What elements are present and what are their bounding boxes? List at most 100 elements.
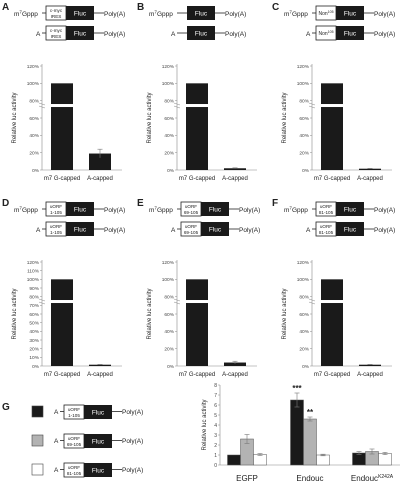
panel-letter: C — [272, 2, 279, 13]
y-tick-label: 0% — [32, 364, 40, 370]
bar — [224, 168, 246, 170]
fluc-box — [336, 202, 364, 216]
legend-cap: A — [54, 438, 59, 445]
utr-box-label: uORF — [185, 204, 197, 209]
utr-box-label: Non105 — [318, 10, 333, 17]
fluc-label: Fluc — [92, 439, 105, 446]
y-tick-label: 80% — [164, 294, 174, 300]
x-tick-label: m7 G-capped — [314, 176, 350, 182]
y-tick-label: 0% — [32, 168, 40, 174]
utr-box-label: uORF — [68, 436, 80, 441]
y-tick-label: 0% — [167, 168, 175, 174]
y-tick-label: 90% — [29, 286, 39, 292]
y-tick-label: 80% — [29, 294, 39, 300]
polya-label: Poly(A) — [104, 207, 125, 214]
y-tick-label: 60% — [29, 312, 39, 318]
y-tick-label: 6 — [214, 403, 217, 409]
bar — [290, 399, 304, 466]
y-axis-label: Relative luc activity — [282, 288, 288, 339]
utr-box-label: c-myc — [50, 28, 63, 33]
y-tick-label: 40% — [299, 133, 309, 139]
fluc-box — [66, 26, 94, 40]
y-tick-label: 40% — [29, 329, 39, 335]
axis-break-mark — [308, 298, 316, 302]
y-tick-label: 120% — [297, 260, 310, 266]
fluc-box — [201, 202, 229, 216]
y-tick-label: 80% — [299, 98, 309, 104]
x-tick-label: A-capped — [357, 372, 383, 378]
fluc-box — [66, 6, 94, 20]
axis-break — [318, 104, 346, 108]
y-tick-label: 20% — [299, 346, 309, 352]
a-cap-label: A — [306, 227, 311, 234]
y-tick-label: 100% — [297, 81, 310, 87]
legend-swatch — [31, 463, 44, 476]
legend-cap: A — [54, 467, 59, 474]
x-tick-label: A-capped — [222, 176, 248, 182]
utr-box-label: 1-105 — [50, 210, 62, 215]
y-tick-label: 30% — [29, 338, 39, 344]
fluc-box — [187, 26, 215, 40]
utr-box-label: Non105 — [318, 30, 333, 37]
axis-break-mark — [173, 102, 181, 106]
polya-label: Poly(A) — [122, 409, 143, 416]
panel-letter: F — [272, 198, 278, 209]
m7g-cap-label: m7Gppp — [149, 10, 173, 19]
fluc-box — [187, 6, 215, 20]
polya-label: Poly(A) — [225, 31, 246, 38]
panel-letter: B — [137, 2, 144, 13]
fluc-box — [336, 222, 364, 236]
y-tick-label: 5 — [214, 413, 217, 419]
fluc-label: Fluc — [344, 207, 357, 214]
axis-break-mark — [308, 102, 316, 106]
y-tick-label: 100% — [297, 277, 310, 283]
y-tick-label: 0% — [302, 168, 310, 174]
m7g-cap-label: m7Gppp — [14, 10, 38, 19]
polya-label: Poly(A) — [239, 227, 260, 234]
y-tick-label: 0% — [302, 364, 310, 370]
legend-cap: A — [54, 409, 59, 416]
m7g-cap-label: m7Gppp — [284, 10, 308, 19]
y-tick-label: 40% — [29, 133, 39, 139]
bar — [321, 279, 343, 366]
axis-break — [48, 300, 76, 304]
fluc-box — [84, 405, 112, 419]
polya-label: Poly(A) — [374, 207, 395, 214]
fluc-label: Fluc — [74, 11, 87, 18]
fluc-label: Fluc — [74, 31, 87, 38]
y-tick-label: 100% — [162, 81, 175, 87]
y-tick-label: 20% — [29, 346, 39, 352]
y-tick-label: 7 — [214, 393, 217, 399]
x-tick-label: EGFP — [236, 474, 258, 483]
utr-box-label: 1-105 — [68, 413, 80, 418]
fluc-label: Fluc — [344, 11, 357, 18]
y-tick-label: 40% — [299, 329, 309, 335]
axis-break — [183, 300, 211, 304]
y-tick-label: 20% — [164, 150, 174, 156]
y-tick-label: 120% — [162, 64, 175, 70]
bar — [359, 168, 381, 170]
x-tick-label: A-capped — [222, 372, 248, 378]
utr-box-label: c-myc — [50, 8, 63, 13]
y-tick-label: 100% — [27, 277, 40, 283]
bar — [359, 364, 381, 366]
fluc-box — [336, 6, 364, 20]
x-tick-label: m7 G-capped — [44, 176, 80, 182]
y-tick-label: 60% — [164, 116, 174, 122]
y-axis-label: Relative luc activity — [202, 399, 208, 450]
fluc-label: Fluc — [195, 31, 208, 38]
legend-swatch — [31, 434, 44, 447]
bar — [316, 454, 330, 466]
y-tick-label: 120% — [27, 260, 40, 266]
legend-swatch — [31, 405, 44, 418]
y-tick-label: 80% — [164, 98, 174, 104]
y-tick-label: 80% — [29, 98, 39, 104]
y-axis-label: Relative luc activity — [12, 288, 18, 339]
utr-box-label: 1-105 — [50, 230, 62, 235]
bar — [321, 83, 343, 170]
utr-box-label: uORF — [320, 204, 332, 209]
fluc-label: Fluc — [209, 207, 222, 214]
